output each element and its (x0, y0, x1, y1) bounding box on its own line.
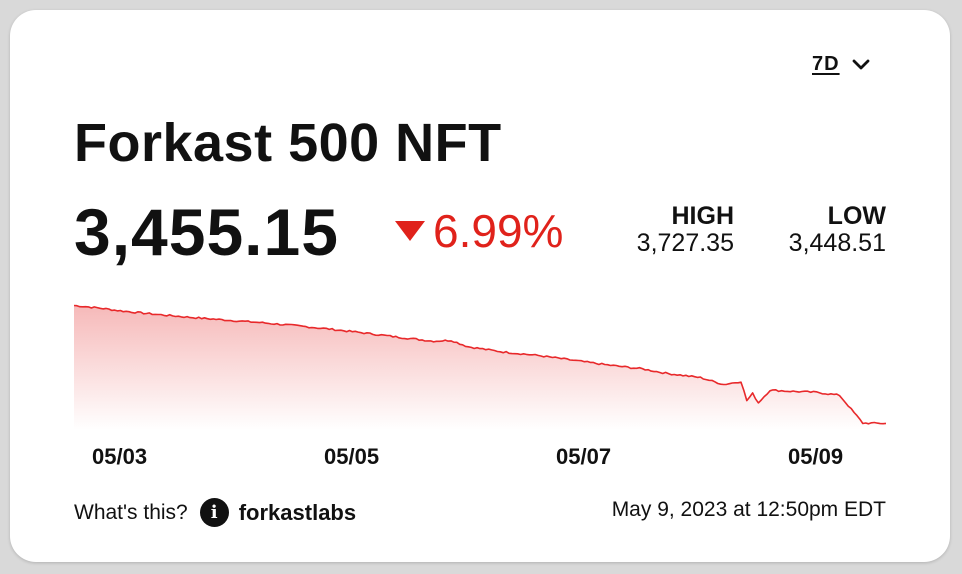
chart-series-line (74, 304, 886, 425)
high-value: 3,727.35 (636, 229, 734, 257)
x-tick-label: 05/07 (556, 444, 612, 469)
x-tick-label: 05/09 (788, 444, 844, 469)
price-change: 6.99% (395, 204, 563, 258)
low-label: LOW (827, 202, 886, 230)
index-card: 7D Forkast 500 NFT 3,455.15 6.99% HIGH 3… (10, 10, 950, 562)
range-dropdown[interactable]: 7D (812, 53, 870, 76)
low-value: 3,448.51 (788, 229, 886, 257)
low-stat: LOW 3,448.51 (789, 203, 886, 257)
range-selected-label[interactable]: 7D (812, 53, 840, 75)
arrow-down-icon (395, 221, 425, 241)
current-price: 3,455.15 (74, 195, 339, 269)
x-tick-label: 05/05 (324, 444, 380, 469)
info-icon[interactable]: i (199, 498, 229, 527)
chart-area-fill (74, 305, 886, 430)
change-percent: 6.99% (433, 205, 564, 257)
high-label: HIGH (671, 202, 735, 230)
brand-name[interactable]: forkastlabs (238, 499, 357, 525)
last-updated-timestamp: May 9, 2023 at 12:50pm EDT (611, 498, 886, 521)
price-chart (74, 304, 886, 430)
whats-this-link[interactable]: What's this? (74, 500, 188, 524)
high-stat: HIGH 3,727.35 (637, 203, 734, 257)
index-title: Forkast 500 NFT (74, 113, 502, 173)
footer-info: What's this? i forkastlabs (74, 498, 356, 527)
chevron-down-icon[interactable] (852, 59, 870, 71)
x-tick-label: 05/03 (92, 444, 148, 469)
